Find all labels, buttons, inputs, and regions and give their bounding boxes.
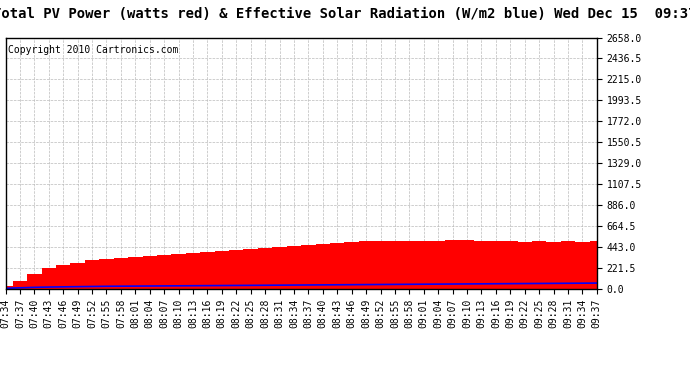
Text: Copyright 2010 Cartronics.com: Copyright 2010 Cartronics.com [8,45,179,55]
Text: Total PV Power (watts red) & Effective Solar Radiation (W/m2 blue) Wed Dec 15  0: Total PV Power (watts red) & Effective S… [0,8,690,21]
